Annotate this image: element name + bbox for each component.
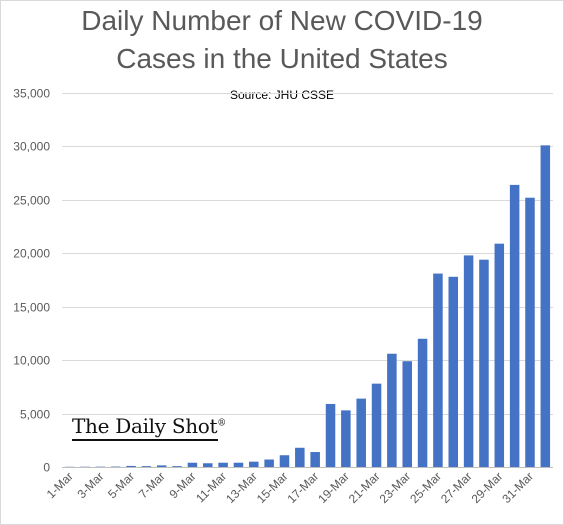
x-tick-label: 23-Mar (377, 469, 414, 506)
bar-17-Mar (310, 452, 320, 467)
x-tick-label: 21-Mar (346, 469, 383, 506)
bar-16-Mar (295, 447, 305, 467)
bar-27-Mar (463, 255, 474, 467)
x-tick-label: 27-Mar (438, 469, 475, 506)
bar-5-Mar (126, 465, 136, 467)
y-tick-label: 20,000 (13, 247, 50, 261)
bar-18-Mar (325, 403, 336, 467)
bar-9-Mar (187, 462, 198, 467)
bar-13-Mar (249, 461, 259, 467)
y-tick-label: 30,000 (13, 140, 50, 154)
x-tick-label: 7-Mar (136, 469, 168, 501)
bar-20-Mar (356, 398, 366, 467)
x-tick-label: 13-Mar (223, 469, 260, 506)
daily-shot-logo: The Daily Shot® (72, 414, 226, 441)
bar-28-Mar (479, 259, 489, 467)
bar-31-Mar (525, 197, 535, 467)
y-tick-label: 5,000 (20, 408, 50, 422)
bars (64, 145, 551, 468)
y-tick-label: 10,000 (13, 354, 50, 368)
bar-23-Mar (402, 361, 412, 467)
bar-6-Mar (141, 466, 152, 467)
y-tick-label: 35,000 (13, 87, 50, 101)
chart-title-line-2: Cases in the United States (116, 43, 448, 74)
y-axis-labels: 0 5,000 10,000 15,000 20,000 25,000 30,000 35,0… (13, 87, 50, 475)
chart-title-line-1: Daily Number of New COVID-19 (81, 5, 483, 36)
x-tick-label: 29-Mar (469, 469, 506, 506)
bar-10-Mar (203, 463, 213, 467)
x-tick-label: 3-Mar (74, 469, 106, 501)
bar-1-Apr (540, 145, 551, 468)
bar-14-Mar (264, 459, 274, 467)
x-tick-label: 17-Mar (285, 469, 322, 506)
bar-30-Mar (509, 184, 520, 467)
x-tick-label: 31-Mar (499, 469, 536, 506)
bar-12-Mar (233, 462, 244, 467)
x-tick-label: 11-Mar (193, 469, 229, 505)
x-axis-labels: 1-Mar3-Mar5-Mar7-Mar9-Mar11-Mar13-Mar15-… (44, 469, 536, 506)
bar-26-Mar (448, 276, 459, 467)
bar-25-Mar (433, 273, 443, 467)
x-tick-label: 25-Mar (407, 469, 444, 506)
registered-mark: ® (217, 418, 226, 429)
bar-21-Mar (371, 383, 382, 467)
bar-7-Mar (156, 465, 167, 467)
y-tick-label: 15,000 (13, 301, 50, 315)
x-tick-label: 5-Mar (105, 469, 137, 501)
bar-24-Mar (417, 338, 428, 467)
chart-source: Source: JHU CSSE (229, 88, 335, 102)
chart-title: Daily Number of New COVID-19 Cases in th… (0, 2, 564, 78)
x-tick-label: 19-Mar (315, 469, 352, 506)
y-tick-label: 25,000 (13, 194, 50, 208)
bar-11-Mar (218, 462, 228, 467)
logo-underline (72, 439, 218, 441)
x-tick-label: 15-Mar (254, 469, 291, 506)
bar-8-Mar (172, 466, 182, 467)
bar-19-Mar (341, 410, 351, 467)
bar-29-Mar (494, 243, 505, 467)
logo-text: The Daily Shot (72, 414, 218, 438)
y-tick-label: 0 (43, 461, 50, 475)
bar-15-Mar (279, 455, 290, 467)
bar-22-Mar (387, 353, 397, 467)
